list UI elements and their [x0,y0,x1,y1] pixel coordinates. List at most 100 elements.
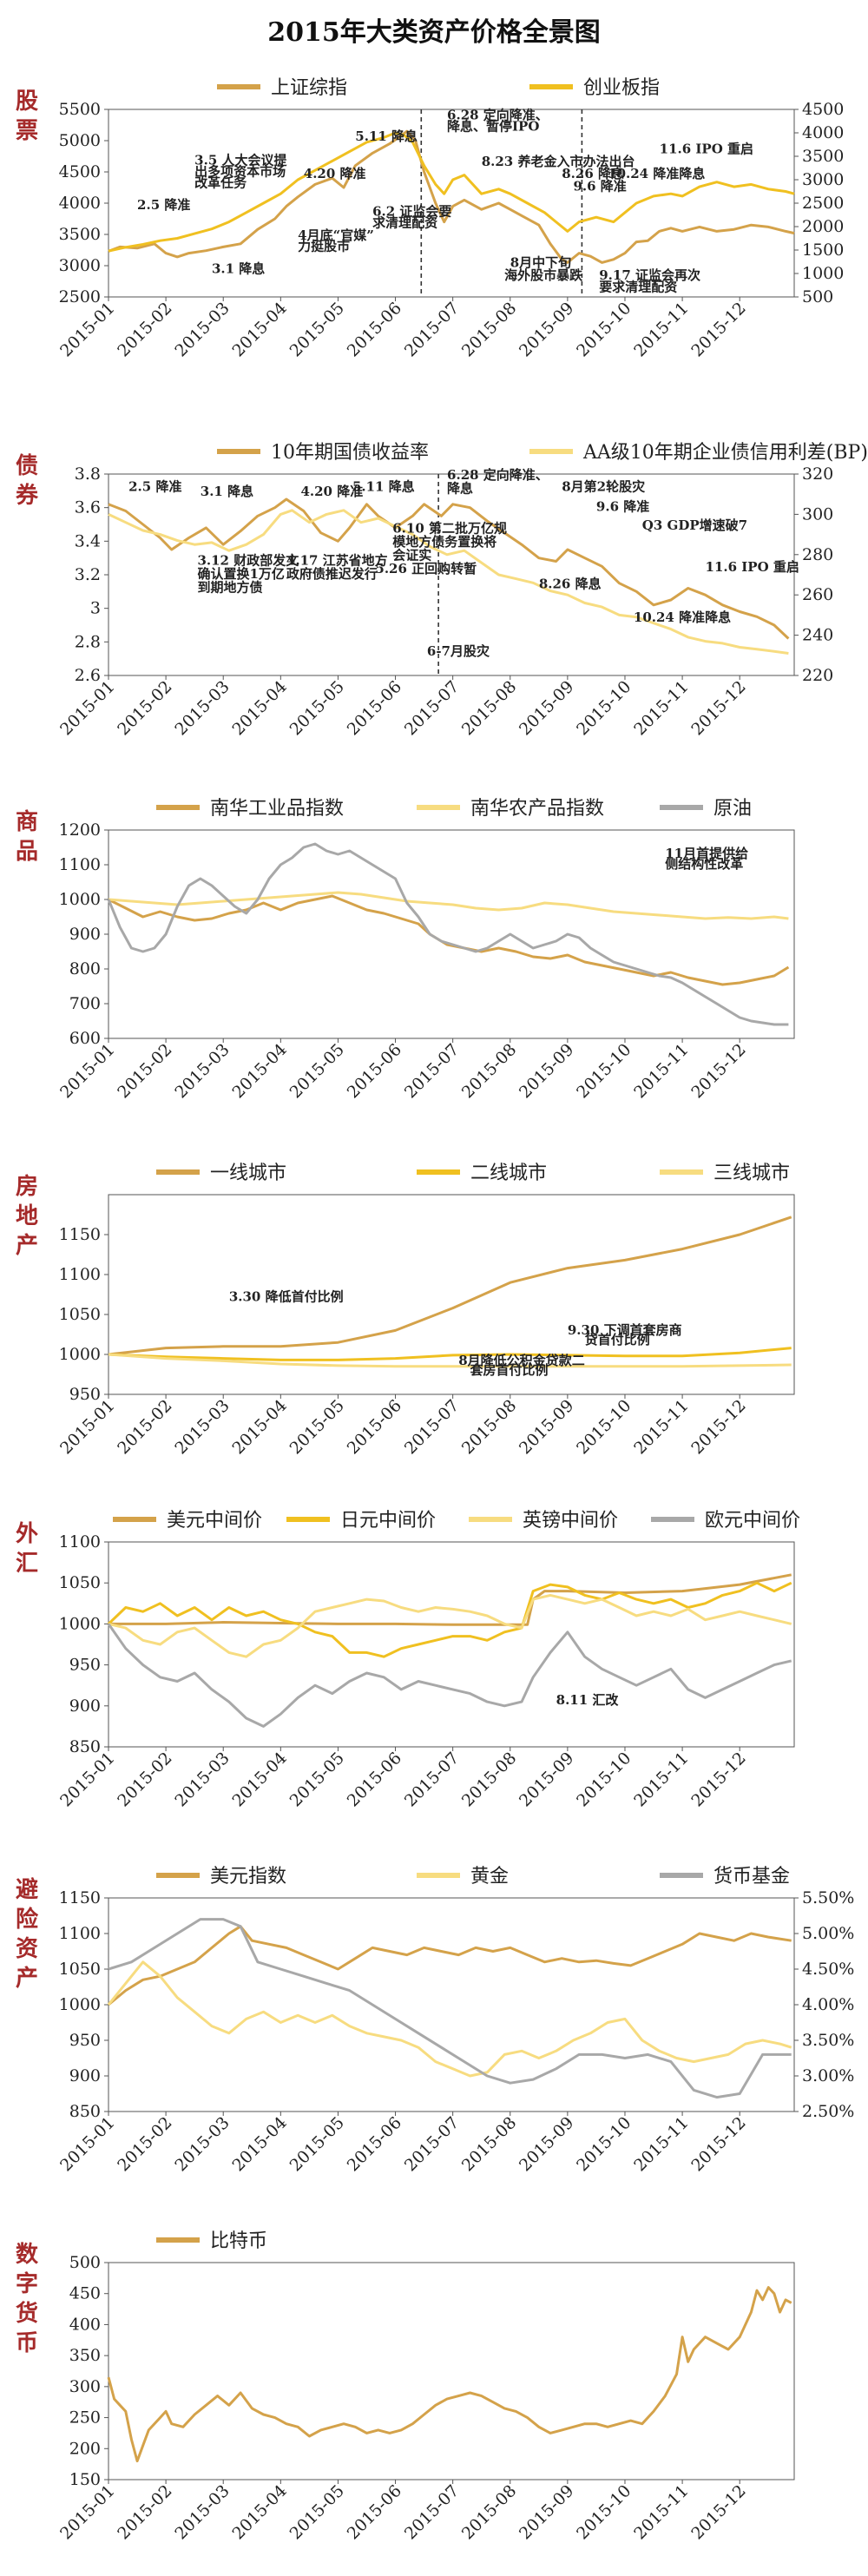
stocks-series-line-1 [108,131,795,253]
commodities-xtick-label-3: 2015-04 [228,1040,290,1102]
safehaven-legend-label-0: 美元指数 [210,1866,286,1888]
bonds-annotation-13: 6.28 定向降准、 [447,467,549,483]
bonds-legend-label-1: AA级10年期企业债信用利差(BP) [582,442,868,464]
commodities-xtick-label-7: 2015-08 [458,1040,520,1102]
safehaven-chart: 850 900 950 1000 1050 1100 1150 2.50% 3.00% 3.50%… [56,1866,854,2175]
bonds-annotation-15: 8月第2轮股灾 [562,478,646,494]
fx-ytick-label-1: 900 [69,1696,101,1716]
crypto-xtick-label-9: 2015-10 [573,2481,635,2543]
safehaven-legend-label-1: 黄金 [470,1866,509,1888]
safehaven-plot: 850 900 950 1000 1050 1100 1150 2.50% 3.00% 3.50%… [56,1888,854,2175]
stocks-xtick-label-6: 2015-07 [401,299,463,360]
fx-xtick-label-0: 2015-01 [56,1749,118,1810]
crypto-xtick-label-3: 2015-04 [228,2481,290,2543]
property-ytick-label-1: 1000 [59,1345,101,1364]
commodities-xtick-label-11: 2015-12 [687,1040,749,1102]
property-section: 房地产 950 1000 1050 1100 1150 2015-01 2015-02 201… [0,1137,868,1485]
crypto-legend-label-0: 比特币 [210,2230,267,2252]
stocks-annotation-11: 6.28 定向降准、 [447,108,549,123]
safehaven-ytick-label-6: 1150 [59,1888,101,1907]
commodities-ytick-label-0: 600 [69,1029,101,1048]
stocks-y2tick-label-6: 3500 [802,147,844,166]
fx-series-line-3 [107,1623,792,1728]
crypto-xtick-label-6: 2015-07 [401,2481,463,2543]
property-ytick-label-2: 1050 [59,1305,101,1324]
stocks-y2tick-label-0: 500 [802,287,833,306]
commodities-ytick-label-6: 1200 [59,820,101,840]
property-xtick-label-8: 2015-09 [516,1396,577,1458]
stocks-xtick-label-10: 2015-11 [630,299,692,360]
stocks-annotation-10: 求清理配资 [372,214,437,230]
bonds-xtick-label-2: 2015-03 [171,677,233,739]
crypto-xtick-label-11: 2015-12 [687,2481,749,2543]
safehaven-ytick-label-1: 900 [69,2066,101,2085]
bonds-series-line-1 [108,509,789,655]
bonds-ytick-label-1: 2.8 [75,632,101,651]
bonds-y2tick-label-3: 280 [802,545,833,564]
bonds-chart: 2.6 2.8 3 3.2 3.4 3.6 3.8 220 240 260 280 300 320 201… [56,442,868,739]
property-series-line-0 [108,1216,792,1356]
fx-ytick-label-3: 1000 [59,1614,101,1633]
property-section-label: 房地产 [16,1174,39,1259]
stocks-annotation-16: 10.24 降准降息 [608,166,705,181]
stocks-annotation-8: 5.11 降息 [355,128,418,144]
property-chart: 950 1000 1050 1100 1150 2015-012015-022015-03… [56,1163,795,1458]
fx-plot: 8509009501000105011002015-012015-022015-… [56,1532,795,1810]
fx-ytick-label-4: 1050 [59,1573,101,1592]
crypto-xtick-label-8: 2015-09 [516,2481,577,2543]
stocks-xtick-label-0: 2015-01 [56,299,118,360]
safehaven-plot-frame [108,1897,795,2112]
stocks-ytick-label-6: 5500 [59,100,101,119]
bonds-xtick-label-1: 2015-02 [114,677,175,739]
crypto-ytick-label-6: 450 [69,2284,101,2303]
bonds-xtick-label-9: 2015-10 [573,677,635,739]
fx-xtick-label-8: 2015-09 [516,1749,577,1810]
crypto-xtick-label-0: 2015-01 [56,2481,118,2543]
bonds-xtick-label-10: 2015-11 [630,677,692,739]
stocks-annotation-7: 力挺股市 [298,239,350,254]
safehaven-y2tick-label-1: 3.00% [802,2066,854,2085]
property-plot-frame [108,1194,795,1395]
property-series-line-1 [108,1347,792,1361]
bonds-xtick-label-8: 2015-09 [516,677,577,739]
bonds-y2tick-label-1: 240 [802,626,833,645]
safehaven-ytick-label-3: 1000 [59,1995,101,2014]
stocks-annotation-9: 6.2 证监会要 [372,203,451,219]
safehaven-xtick-label-0: 2015-01 [56,2113,118,2175]
property-legend-label-0: 一线城市 [210,1163,286,1184]
bonds-annotation-6: 4.17 江苏省地方 [286,552,388,568]
commodities-plot: 6007008009001000110012002015-012015-0220… [56,820,795,1102]
fx-xtick-label-10: 2015-11 [630,1749,692,1810]
fx-xtick-label-2: 2015-03 [171,1749,233,1810]
stocks-legend-label-0: 上证综指 [271,77,347,99]
safehaven-section-label: 避险资产 [16,1877,39,1992]
fx-legend-label-0: 美元中间价 [167,1510,262,1532]
stocks-annotation-13: 8.23 养老金入市办法出台 [482,154,635,169]
crypto-xtick-label-10: 2015-11 [630,2481,692,2543]
crypto-chart: 1502002503003504004505002015-012015-0220… [56,2230,795,2543]
crypto-xtick-label-2: 2015-03 [171,2481,233,2543]
fx-xtick-label-4: 2015-05 [286,1749,348,1810]
bonds-annotation-2: 3.12 财政部发文 [197,552,299,568]
commodities-annotation-1: 侧结构性改革 [665,856,743,872]
commodities-ytick-label-1: 700 [69,994,101,1013]
stocks-annotation-5: 4.20 降准 [304,166,366,181]
commodities-xtick-label-4: 2015-05 [286,1040,348,1102]
property-ytick-label-0: 950 [69,1385,101,1404]
stocks-xtick-label-2: 2015-03 [171,299,233,360]
fx-legend-label-1: 日元中间价 [340,1510,436,1532]
stocks-annotation-18: 8月中下旬 [510,254,571,270]
fx-legend-label-2: 英镑中间价 [523,1510,618,1532]
safehaven-y2tick-label-6: 5.50% [802,1888,854,1907]
commodities-xtick-label-1: 2015-02 [114,1040,175,1102]
fx-legend-label-3: 欧元中间价 [705,1510,800,1532]
safehaven-xtick-label-5: 2015-06 [344,2113,405,2175]
property-xtick-label-3: 2015-04 [228,1396,290,1458]
bonds-xtick-label-11: 2015-12 [687,677,749,739]
bonds-annotation-10: 模地方债务置换将 [392,534,496,550]
crypto-xtick-label-1: 2015-02 [114,2481,175,2543]
bonds-y2tick-label-2: 260 [802,585,833,604]
stocks-xtick-label-4: 2015-05 [286,299,348,360]
safehaven-ytick-label-5: 1100 [59,1924,101,1943]
fx-ytick-label-0: 850 [69,1737,101,1756]
